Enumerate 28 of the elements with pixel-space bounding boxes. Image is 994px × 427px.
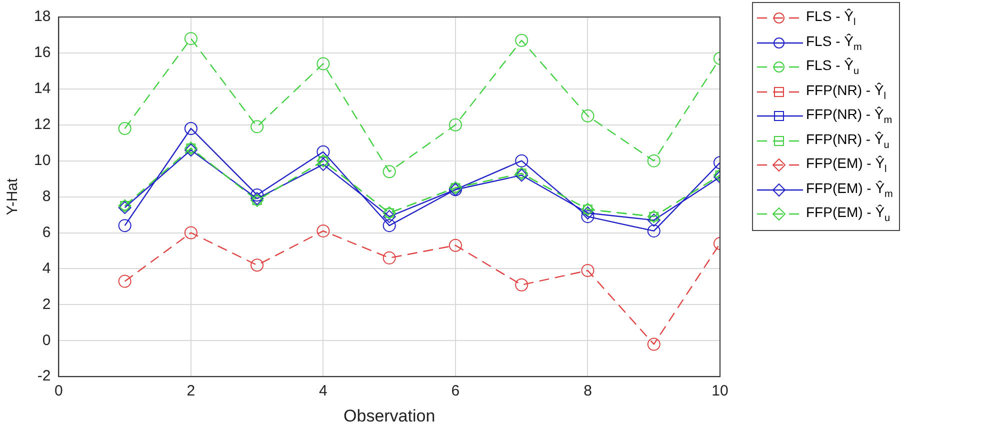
y-axis-title: Y-Hat — [4, 177, 22, 216]
y-tick-label: 0 — [42, 332, 51, 349]
legend-label: FFP(EM) - Ŷ$_{l}$ — [806, 155, 887, 176]
legend-label: FFP(NR) - Ŷ$_{l}$ — [806, 82, 886, 102]
x-axis-title: Observation — [344, 406, 436, 426]
y-tick-label: -2 — [37, 368, 51, 385]
legend-label: FLS - Ŷ$_{l}$ — [806, 8, 856, 28]
x-tick-label: 8 — [584, 382, 592, 400]
y-tick-label: 8 — [42, 188, 51, 205]
x-tick-label: 2 — [186, 382, 196, 400]
y-tick-label: 18 — [34, 8, 51, 26]
y-tick-label: 16 — [34, 44, 51, 62]
x-tick-label: 4 — [319, 382, 328, 400]
y-tick-label: 14 — [34, 80, 51, 98]
x-tick-label: 10 — [712, 382, 728, 400]
x-tick-label: 0 — [54, 382, 63, 400]
legend-label: FFP(EM) - Ŷ$_{m}$ — [806, 180, 893, 200]
y-tick-label: 12 — [34, 116, 51, 134]
y-tick-label: 4 — [42, 260, 51, 277]
legend-label: FFP(NR) - Ŷ$_{m}$ — [806, 106, 892, 126]
y-tick-label: 10 — [34, 152, 51, 169]
legend-label: FLS - Ŷ$_{m}$ — [806, 32, 862, 53]
y-tick-label: 6 — [42, 224, 51, 241]
legend-label: FFP(NR) - Ŷ$_{u}$ — [806, 130, 890, 151]
legend-label: FLS - Ŷ$_{u}$ — [806, 57, 860, 78]
x-tick-label: 6 — [451, 382, 460, 400]
y-tick-label: 2 — [42, 296, 51, 313]
legend-label: FFP(EM) - Ŷ$_{u}$ — [806, 204, 890, 224]
